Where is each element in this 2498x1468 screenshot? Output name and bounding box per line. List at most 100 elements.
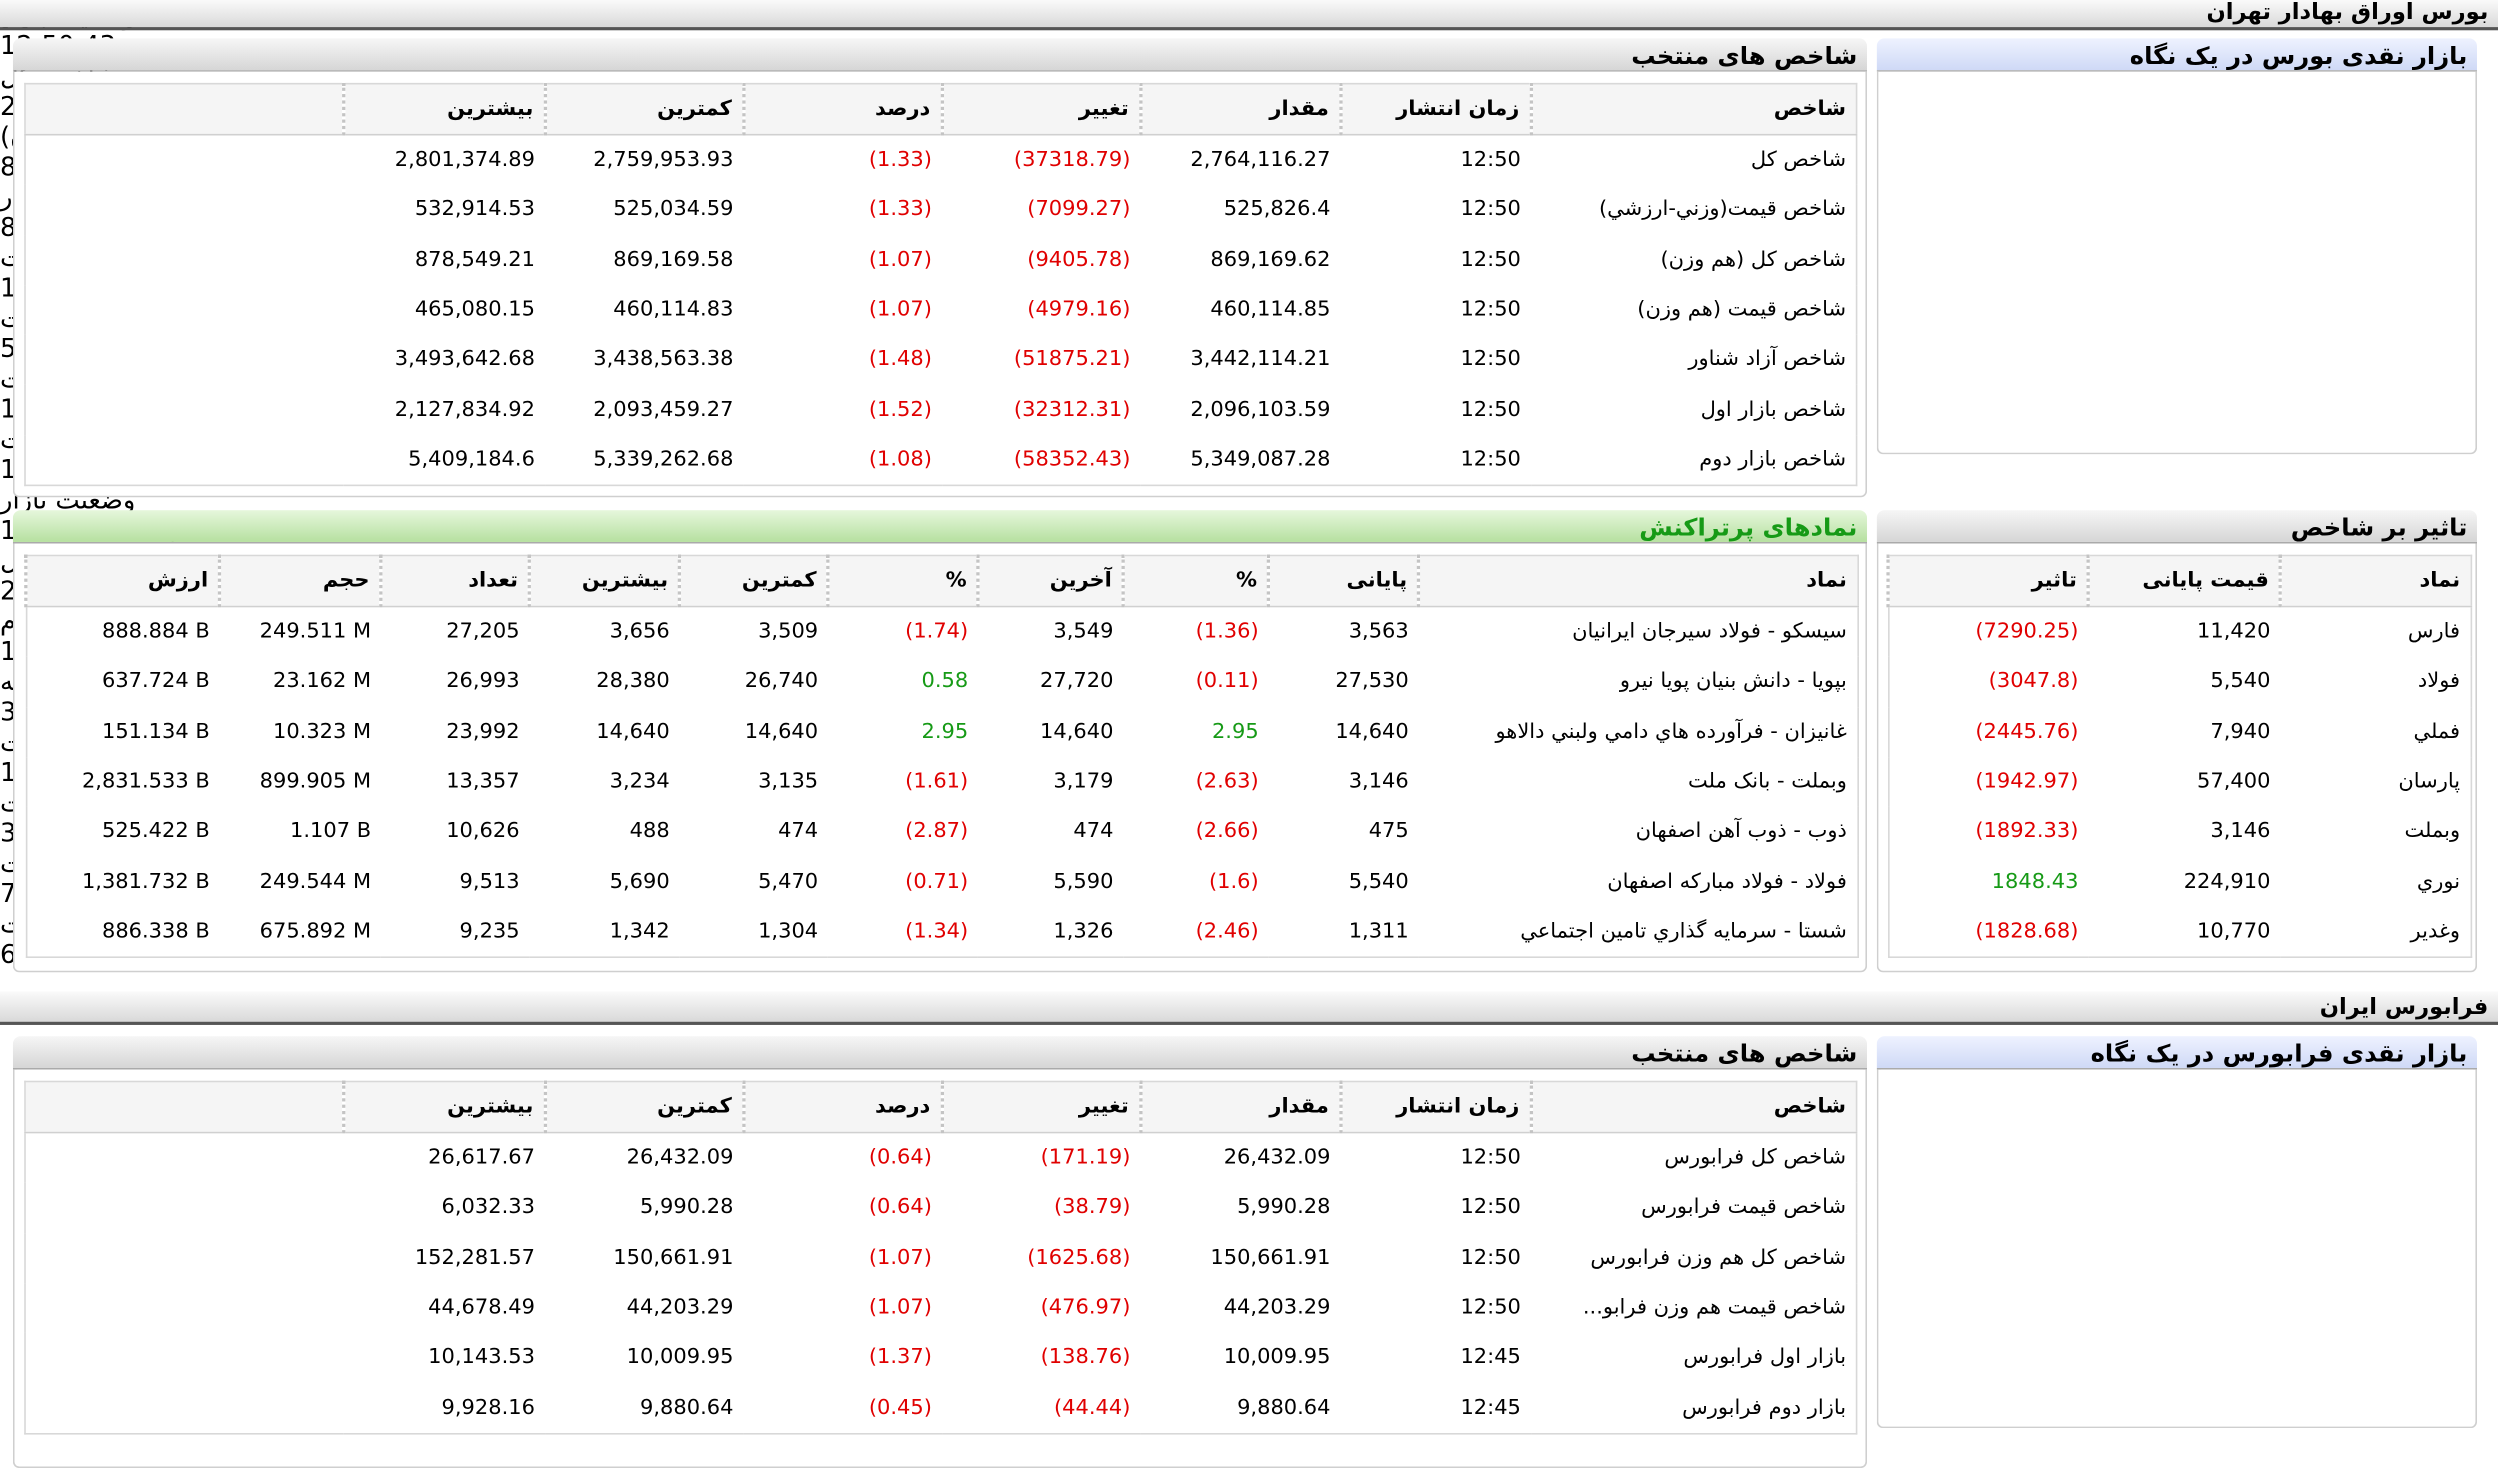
value-cell: 14,640: [679, 707, 827, 757]
value-text: (1.07): [868, 1295, 932, 1320]
value-text: (3047.8): [1988, 670, 2079, 695]
value-cell: 12:45: [1340, 1333, 1530, 1383]
value-cell: (1828.68): [1888, 907, 2088, 958]
value-cell: (0.64): [743, 1133, 941, 1184]
value-cell: 2,759,953.93: [545, 135, 743, 186]
panel-header: شاخص های منتخب: [12, 1036, 1868, 1070]
header-row: شاخص زمان انتشار مقدار تغییر درصد کمترین بیشتر…: [25, 83, 1857, 136]
name-cell: نوري: [2280, 857, 2470, 907]
value-text: (1625.68): [1027, 1246, 1131, 1270]
name-cell: شاخص کل هم وزن فرابورس: [1531, 1233, 1857, 1283]
value-cell: 2,831.533 B: [26, 757, 220, 807]
table-row: بازار دوم فرابورس 12:45 9,880.64 (44.44) (0.…: [25, 1383, 1857, 1434]
panel-body: [1876, 71, 2478, 455]
table-body: شاخص کل فرابورس 12:50 26,432.09 (171.19) (0.…: [25, 1133, 1857, 1434]
name-text: شاخص کل: [1750, 148, 1847, 173]
value-cell: 3,509: [679, 607, 827, 658]
panel-header: بازار نقدی فرابورس در یک نگاه: [1876, 1036, 2478, 1070]
name-cell: شاخص قیمت (هم وزن): [1531, 285, 1857, 335]
value-text: 152,281.57: [414, 1246, 535, 1270]
value-text: 10,143.53: [428, 1345, 535, 1370]
value-cell: (138.76): [942, 1333, 1140, 1383]
table-row: شاخص کل فرابورس 12:50 26,432.09 (171.19) (0.…: [25, 1133, 1857, 1184]
value-text: 12:50: [1460, 447, 1521, 472]
value-text: 532,914.53: [414, 198, 535, 223]
column-header: تغییر: [939, 83, 1141, 136]
column-header-empty: [25, 83, 343, 136]
value-cell: 5,349,087.28: [1140, 435, 1340, 486]
value-cell: 27,530: [1268, 657, 1418, 707]
value-cell: (1.07): [743, 285, 941, 335]
column-header: تاثیر: [1886, 555, 2089, 608]
value-cell: 44,678.49: [343, 1283, 545, 1333]
value-cell: 525,034.59: [545, 185, 743, 235]
value-text: 899.905 M: [259, 769, 372, 794]
value-cell: (58352.43): [942, 435, 1140, 486]
value-text: 7,940: [2210, 720, 2271, 744]
value-cell: 12:50: [1340, 1283, 1530, 1333]
value-text: 12:50: [1460, 348, 1521, 372]
value-text: 26,432.09: [626, 1146, 734, 1171]
table-body: فارس 11,420 (7290.25) فولاد 5,540 (3047.8) فمل…: [1888, 607, 2471, 958]
table-row: فملي 7,940 (2445.76): [1888, 707, 2471, 757]
table-row: شاخص قیمت هم وزن فرابو... 12:50 44,203.29 (…: [25, 1283, 1857, 1333]
value-text: (0.45): [868, 1395, 932, 1420]
value-cell: 460,114.85: [1140, 285, 1340, 335]
value-text: (2.46): [1195, 919, 1259, 944]
value-cell: 465,080.15: [343, 285, 545, 335]
value-cell: 9,880.64: [545, 1383, 743, 1434]
value-text: 10,009.95: [1223, 1345, 1331, 1370]
name-text: نوري: [2416, 869, 2461, 894]
value-cell: (2445.76): [1888, 707, 2088, 757]
value-text: (1.48): [868, 348, 932, 372]
value-cell: 5,990.28: [545, 1183, 743, 1233]
value-cell: 3,135: [679, 757, 827, 807]
name-cell: بازار اول فرابورس: [1531, 1333, 1857, 1383]
value-cell: 10,009.95: [1140, 1333, 1340, 1383]
name-text: شاخص بازار دوم: [1699, 447, 1847, 472]
value-text: (2445.76): [1975, 720, 2079, 744]
table-row: شاخص قيمت(وزني-ارزشي) 12:50 525,826.4 (7099…: [25, 185, 1857, 235]
value-text: 5,590: [1053, 869, 1114, 894]
empty-cell: [25, 185, 343, 235]
value-cell: 9,880.64: [1140, 1383, 1340, 1434]
value-text: 12:50: [1460, 248, 1521, 273]
value-text: 460,114.83: [613, 298, 734, 323]
value-text: 12:45: [1460, 1345, 1521, 1370]
table-body: سیسکو - فولاد سیرجان ایرانیان 3,563 (1.36)…: [26, 607, 1858, 958]
value-text: 5,690: [609, 869, 670, 894]
value-cell: 2,127,834.92: [343, 385, 545, 435]
table-row: شاخص آزاد شناور 12:50 3,442,114.21 (51875.2…: [25, 335, 1857, 385]
value-text: 3,234: [609, 769, 670, 794]
value-cell: (2.66): [1123, 807, 1268, 857]
value-cell: 9,235: [381, 907, 529, 958]
column-header: بیشترین: [341, 1081, 545, 1134]
panel-body: [12, 543, 1868, 973]
column-header: درصد: [741, 83, 942, 136]
value-cell: 5,540: [2088, 657, 2280, 707]
value-text: 9,880.64: [640, 1395, 734, 1420]
value-text: 10,626: [446, 819, 520, 844]
value-text: 525,034.59: [613, 198, 734, 223]
value-text: 2,096,103.59: [1190, 397, 1331, 422]
value-cell: (1.37): [743, 1333, 941, 1383]
value-text: 28,380: [596, 670, 670, 695]
value-text: (0.64): [868, 1196, 932, 1221]
value-text: 3,563: [1348, 620, 1409, 645]
column-header: کمترین: [543, 83, 744, 136]
table-body: شاخص کل 12:50 2,764,116.27 (37318.79) (1.33)…: [25, 135, 1857, 486]
value-cell: 10,626: [381, 807, 529, 857]
value-text: (1.74): [905, 620, 969, 645]
value-cell: 152,281.57: [343, 1233, 545, 1283]
value-cell: (0.11): [1123, 657, 1268, 707]
value-text: (38.79): [1053, 1196, 1131, 1221]
value-text: 3,146: [1348, 769, 1409, 794]
name-text: وبملت - بانک ملت: [1688, 769, 1847, 794]
value-text: 12:50: [1460, 148, 1521, 173]
empty-cell: [25, 1133, 343, 1184]
value-text: 3,549: [1053, 620, 1114, 645]
column-header: %: [1121, 555, 1269, 608]
value-text: 3,179: [1053, 769, 1114, 794]
name-text: شستا - سرمایه گذاري تامين اجتماعي: [1520, 919, 1847, 944]
value-cell: (1.61): [828, 757, 978, 807]
